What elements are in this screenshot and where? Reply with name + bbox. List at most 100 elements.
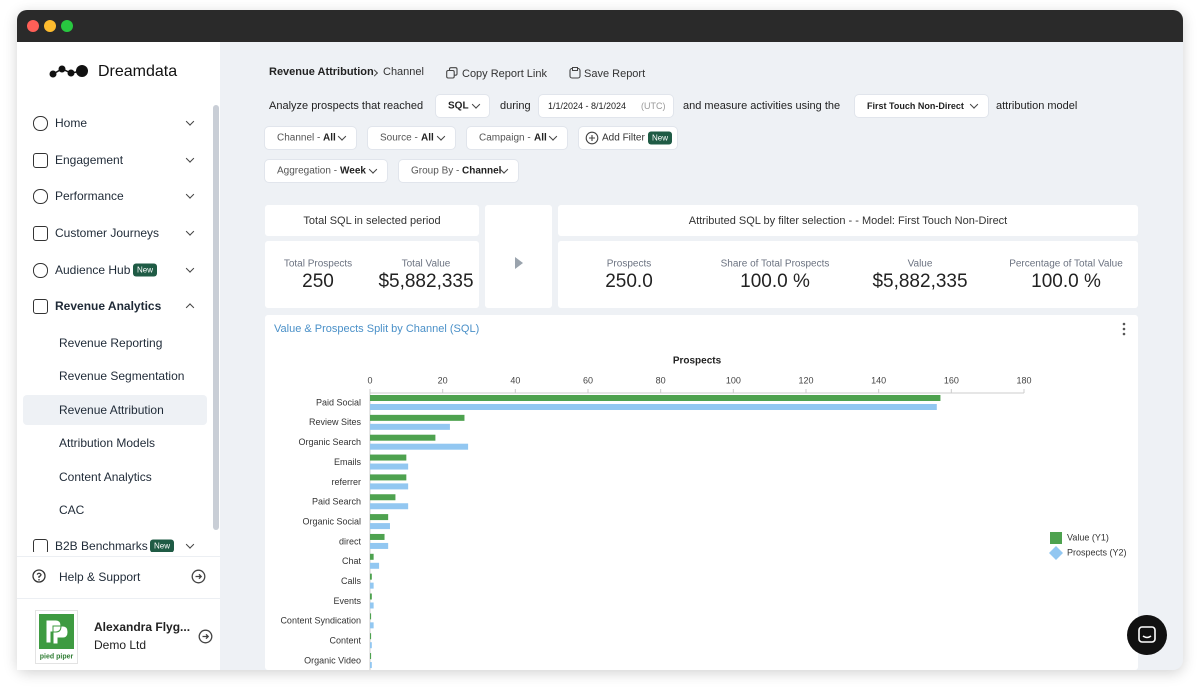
x-tick-label: 20 (438, 375, 448, 385)
nav-item[interactable]: Home (55, 116, 87, 130)
bar (370, 435, 435, 441)
x-tick-label: 140 (871, 375, 886, 385)
stage-dropdown[interactable]: SQL (436, 95, 489, 117)
help-link[interactable]: Help & Support (59, 570, 140, 584)
org-logo-text: pied piper (36, 654, 77, 661)
nav-item[interactable]: Audience Hub (55, 263, 130, 277)
filter-label: Channel - (277, 133, 320, 144)
bar (370, 543, 388, 549)
sub-nav-item[interactable]: Revenue Attribution (59, 403, 164, 417)
stat-value: $5,882,335 (850, 271, 990, 293)
minimize-button[interactable] (44, 20, 56, 32)
y-tick-label: Paid Social (316, 397, 361, 407)
copy-link-button[interactable]: Copy Report Link (462, 68, 547, 80)
chevron (186, 190, 194, 198)
filter-value: Channel (462, 166, 501, 177)
sub-nav-item[interactable]: Content Analytics (59, 470, 152, 484)
breadcrumb[interactable]: Revenue Attribution (269, 66, 374, 78)
sub-nav-item[interactable]: CAC (59, 503, 84, 517)
bar (370, 603, 374, 609)
x-tick-label: 60 (583, 375, 593, 385)
filter-dropdown[interactable]: Aggregation -Week (265, 160, 387, 182)
x-tick-label: 0 (367, 375, 372, 385)
bar (370, 455, 406, 461)
filter-value: All (534, 133, 547, 144)
card-title: Attributed SQL by filter selection - - M… (598, 215, 1098, 227)
bar (370, 395, 940, 401)
filter-value: All (323, 133, 336, 144)
bar (370, 662, 372, 668)
nav-item[interactable]: B2B Benchmarks (55, 539, 148, 552)
chevron (437, 132, 445, 140)
help-arrow[interactable] (191, 569, 206, 584)
sub-nav-item[interactable]: Revenue Reporting (59, 336, 162, 350)
nav-icon (33, 226, 48, 241)
x-tick-label: 120 (798, 375, 813, 385)
user-org: Demo Ltd (94, 638, 146, 652)
save-icon (569, 67, 581, 79)
y-tick-label: Content Syndication (280, 616, 361, 626)
y-tick-label: Content (329, 636, 361, 646)
nav-item[interactable]: Engagement (55, 153, 123, 167)
bar (370, 464, 408, 470)
bar (370, 622, 374, 628)
bar (370, 554, 374, 560)
legend-swatch (1050, 532, 1062, 544)
chevron (970, 100, 978, 108)
model-dropdown[interactable]: First Touch Non-Direct (855, 95, 988, 117)
user-menu[interactable] (198, 629, 213, 644)
bar (370, 444, 468, 450)
y-tick-label: Review Sites (309, 417, 362, 427)
new-badge: New (648, 132, 672, 145)
scrollbar[interactable] (213, 105, 219, 530)
filter-label: Aggregation - (277, 166, 337, 177)
stat-value: 250.0 (559, 271, 699, 293)
nav-list: Home Engagement Performance Customer Journe… (17, 100, 213, 552)
nav-item[interactable]: Customer Journeys (55, 226, 159, 240)
filter-value: All (421, 133, 434, 144)
save-report-button[interactable]: Save Report (584, 68, 645, 80)
brand-logo (48, 62, 92, 80)
chevron (186, 540, 194, 548)
y-tick-label: Emails (334, 457, 362, 467)
bar (370, 514, 388, 520)
x-tick-label: 40 (510, 375, 520, 385)
y-tick-label: Paid Search (312, 497, 361, 507)
filter-dropdown[interactable]: Channel -All (265, 127, 356, 149)
date-picker[interactable]: 1/1/2024 - 8/1/2024 (UTC) (539, 95, 673, 117)
bar (370, 474, 406, 480)
nav-item[interactable]: Performance (55, 189, 124, 203)
attributed-card-header: Attributed SQL by filter selection - - M… (558, 205, 1138, 236)
divider (17, 556, 220, 557)
chart-menu[interactable] (1121, 322, 1127, 336)
nav-icon (33, 263, 48, 278)
user-name: Alexandra Flyg... (94, 620, 190, 634)
filter-value: Week (340, 166, 366, 177)
filter-dropdown[interactable]: Campaign -All (467, 127, 567, 149)
filter-dropdown[interactable]: Group By -Channel (399, 160, 518, 182)
sub-nav-item[interactable]: Attribution Models (59, 436, 155, 450)
divider (17, 598, 220, 599)
filter-dropdown[interactable]: Source -All (368, 127, 455, 149)
nav-icon (33, 189, 48, 204)
new-badge: New (150, 540, 174, 553)
org-logo: pied piper (35, 610, 78, 664)
sub-nav-item[interactable]: Revenue Segmentation (59, 369, 184, 383)
add-filter-button[interactable]: Add Filter New (579, 127, 677, 149)
chat-launcher[interactable] (1127, 615, 1167, 655)
close-button[interactable] (27, 20, 39, 32)
model-value: First Touch Non-Direct (867, 101, 964, 111)
date-range: 1/1/2024 - 8/1/2024 (548, 101, 626, 111)
bar (370, 613, 371, 619)
chevron (369, 165, 377, 173)
y-tick-label: referrer (331, 477, 361, 487)
stat-label: Percentage of Total Value (996, 259, 1136, 270)
chart: Prospects020406080100120140160180Paid So… (265, 340, 1138, 670)
bar (370, 583, 374, 589)
maximize-button[interactable] (61, 20, 73, 32)
nav-icon (33, 116, 48, 131)
legend-swatch (1049, 546, 1063, 560)
nav-item[interactable]: Revenue Analytics (55, 299, 161, 313)
timezone: (UTC) (641, 101, 666, 111)
